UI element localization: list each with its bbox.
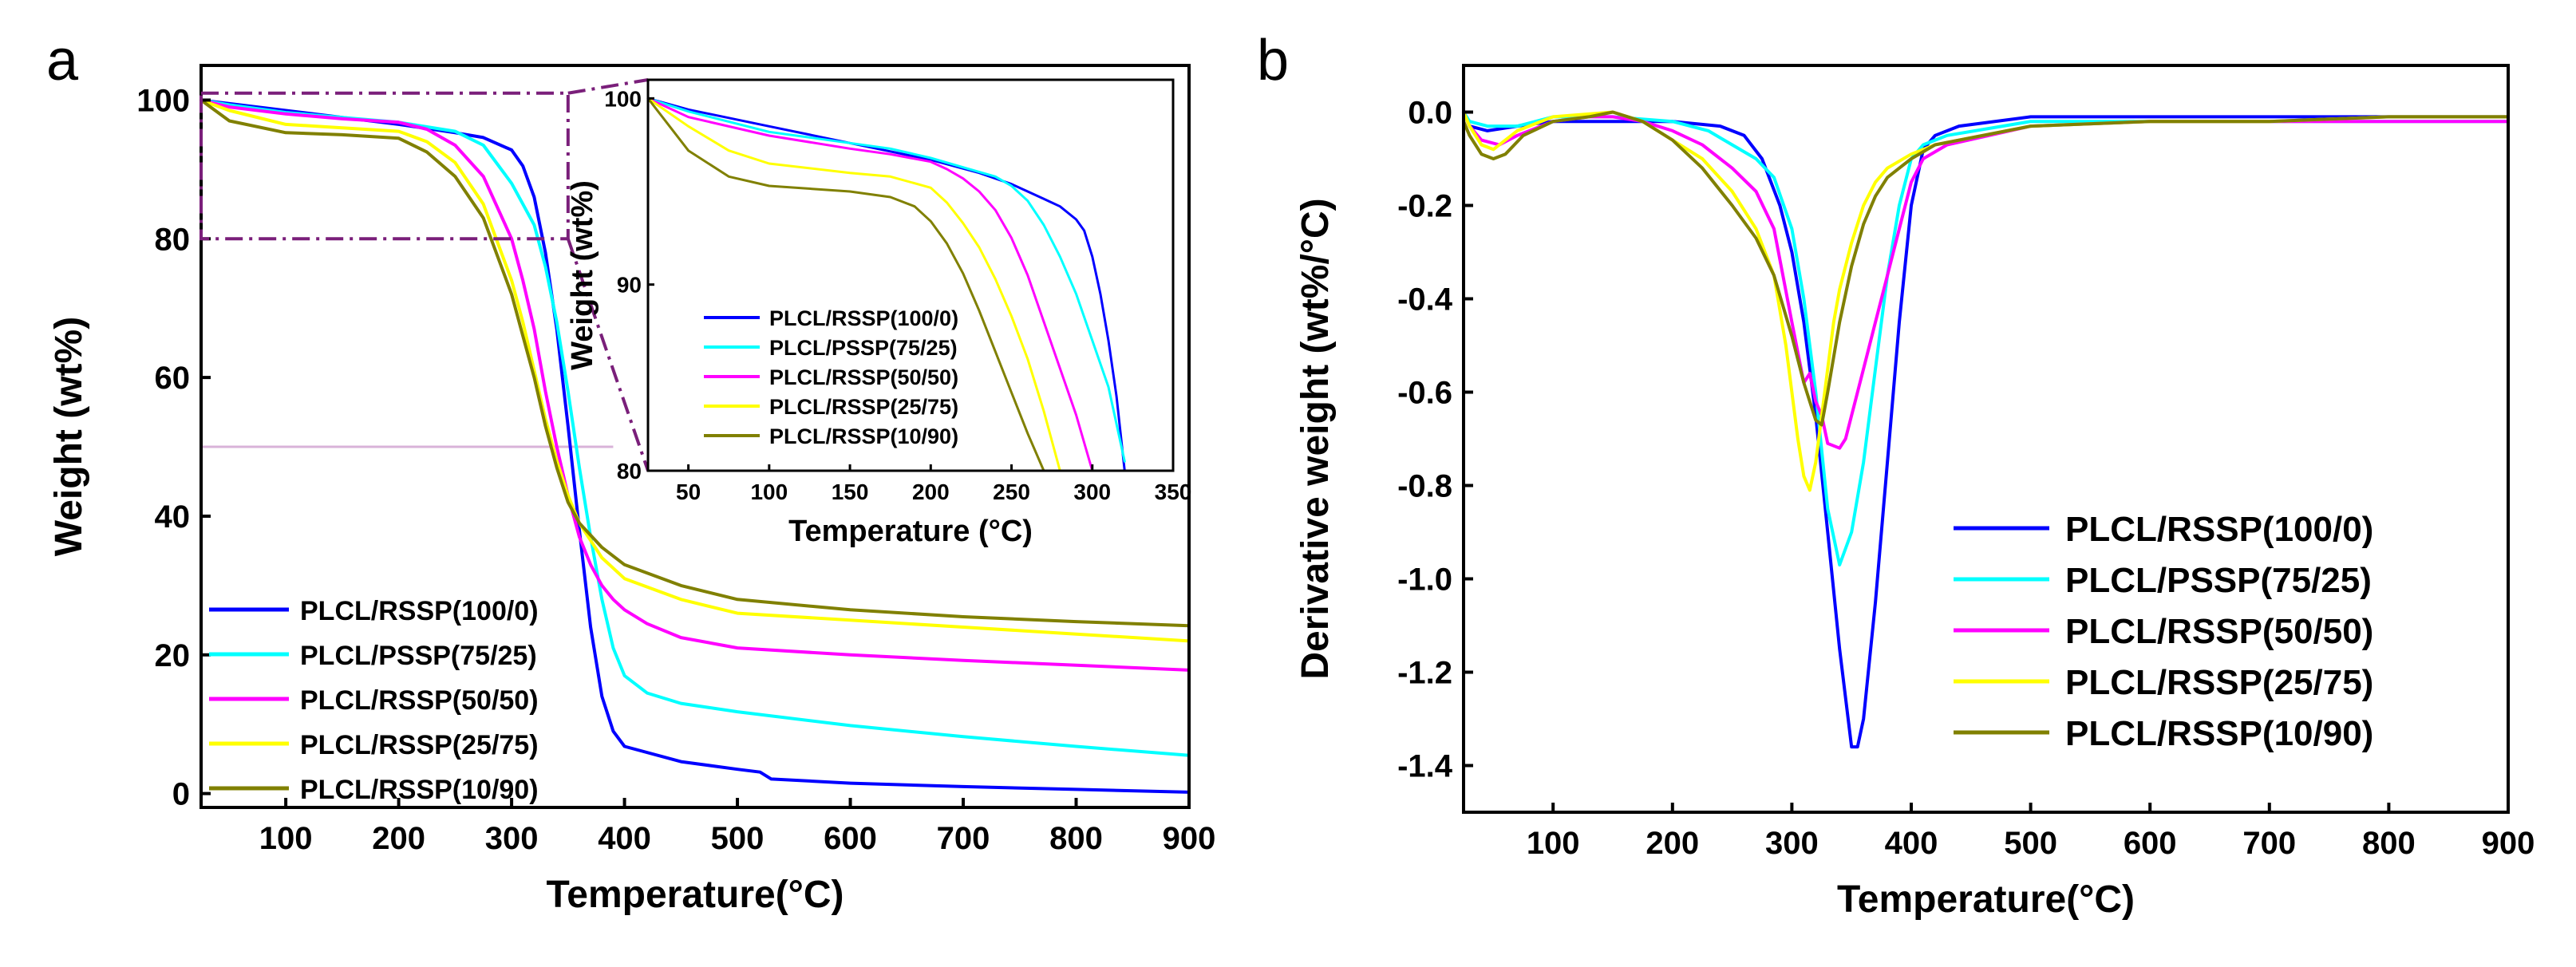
series-line-4 (1462, 110, 2510, 427)
y-tick-label: 0 (172, 777, 190, 812)
zoom-connector-bottom (566, 238, 650, 472)
legend-entry-label: PLCL/RSSP(25/75) (2065, 663, 2373, 702)
y-tick-label: -1.4 (1397, 749, 1453, 784)
x-tick-label: 300 (485, 821, 539, 856)
legend-entry-label: PLCL/RSSP(50/50) (769, 365, 958, 389)
y-tick-label: 100 (604, 86, 642, 111)
x-tick-label: 500 (2004, 826, 2057, 861)
zoom-connector-top (567, 78, 649, 95)
panel-a-label: a (46, 29, 79, 93)
series-line-3 (646, 97, 1061, 472)
series-line-1 (646, 97, 1126, 463)
y-tick-label: -0.4 (1397, 282, 1453, 318)
y-tick-label: 40 (155, 499, 191, 535)
x-tick-label: 400 (1885, 826, 1938, 861)
x-axis-label: Temperature(°C) (546, 874, 844, 916)
x-axis-label: Temperature (°C) (788, 515, 1033, 548)
y-tick-label: 0.0 (1408, 96, 1452, 131)
x-tick-label: 700 (937, 821, 990, 856)
series-line-4 (646, 97, 1045, 472)
series-line-2 (646, 97, 1094, 472)
x-tick-label: 300 (1765, 826, 1819, 861)
legend-entry-label: PLCL/RSSP(100/0) (300, 596, 539, 626)
legend: PLCL/RSSP(100/0) PLCL/PSSP(75/25) PLCL/RSS… (209, 596, 539, 805)
y-tick-label: 100 (136, 83, 190, 118)
series-line-2 (200, 98, 1191, 672)
y-tick-label: 80 (617, 459, 642, 484)
legend: PLCL/RSSP(100/0) PLCL/PSSP(75/25) PLCL/RSS… (1954, 510, 2373, 753)
y-tick-label: 80 (155, 222, 191, 257)
zoom-region-box (200, 91, 570, 241)
x-tick-label: 150 (832, 480, 869, 504)
y-axis-label: Weight (wt%) (566, 180, 599, 370)
x-tick-label: 350 (1155, 480, 1192, 504)
legend-entry-label: PLCL/RSSP(10/90) (2065, 714, 2373, 753)
plot-frame (200, 64, 1191, 809)
legend-entry-label: PLCL/PSSP(75/25) (2065, 561, 2372, 600)
x-tick-label: 100 (1527, 826, 1580, 861)
legend-entry-label: PLCL/RSSP(25/75) (300, 730, 539, 760)
x-tick-label: 900 (1163, 821, 1216, 856)
x-tick-label: 600 (824, 821, 877, 856)
series-line-0 (1462, 110, 2510, 749)
legend-entry-label: PLCL/RSSP(100/0) (769, 306, 958, 330)
plot-frame (1462, 64, 2510, 814)
y-tick-label: -0.8 (1397, 469, 1452, 504)
x-tick-label: 100 (259, 821, 313, 856)
x-tick-label: 200 (372, 821, 425, 856)
x-tick-label: 800 (2362, 826, 2416, 861)
x-tick-label: 50 (676, 480, 701, 504)
series-line-4 (200, 98, 1191, 628)
series-line-2 (1462, 110, 2510, 450)
legend-entry-label: PLCL/PSSP(75/25) (769, 336, 958, 360)
series-line-3 (1462, 110, 2510, 492)
x-tick-label: 500 (711, 821, 765, 856)
legend-entry-label: PLCL/RSSP(10/90) (300, 775, 539, 805)
x-tick-label: 200 (1646, 826, 1699, 861)
x-tick-label: 300 (1073, 480, 1111, 504)
panel-b-label: b (1257, 29, 1289, 93)
x-tick-label: 800 (1049, 821, 1103, 856)
y-tick-label: -1.0 (1397, 562, 1452, 598)
y-tick-label: -0.2 (1397, 189, 1452, 224)
y-tick-label: 90 (617, 273, 642, 298)
legend-entry-label: PLCL/RSSP(50/50) (300, 685, 539, 716)
series-line-1 (1462, 110, 2510, 566)
x-tick-label: 600 (2124, 826, 2177, 861)
y-axis-label: Derivative weight (wt%/°C) (1294, 198, 1337, 679)
y-axis-label: Weight (wt%) (48, 317, 90, 556)
y-tick-label: -1.2 (1397, 656, 1452, 691)
x-tick-label: 900 (2482, 826, 2535, 861)
x-tick-label: 700 (2242, 826, 2296, 861)
legend: PLCL/RSSP(100/0) PLCL/PSSP(75/25) PLCL/RSS… (704, 306, 958, 448)
legend-entry-label: PLCL/RSSP(50/50) (2065, 612, 2373, 651)
tga-main-plot: 100 200 300 400 500 600 700 800 900020406080100T… (48, 64, 1216, 916)
legend-entry-label: PLCL/RSSP(100/0) (2065, 510, 2373, 549)
series-line-0 (646, 97, 1126, 472)
legend-entry-label: PLCL/RSSP(25/75) (769, 395, 958, 419)
legend-entry-label: PLCL/PSSP(75/25) (300, 641, 537, 671)
x-tick-label: 250 (993, 480, 1030, 504)
y-tick-label: 20 (155, 638, 191, 673)
x-tick-label: 400 (598, 821, 651, 856)
x-tick-label: 200 (912, 480, 950, 504)
dtg-plot: 100 200 300 400 500 600 700 800 900 0.0 -0.2 -0.4 -0… (1294, 64, 2535, 921)
y-tick-label: 60 (155, 361, 191, 396)
y-tick-label: -0.6 (1397, 376, 1452, 411)
x-tick-label: 100 (750, 480, 788, 504)
x-axis-label: Temperature(°C) (1837, 878, 2135, 921)
legend-entry-label: PLCL/RSSP(10/90) (769, 424, 958, 448)
plot-frame (646, 78, 1175, 472)
